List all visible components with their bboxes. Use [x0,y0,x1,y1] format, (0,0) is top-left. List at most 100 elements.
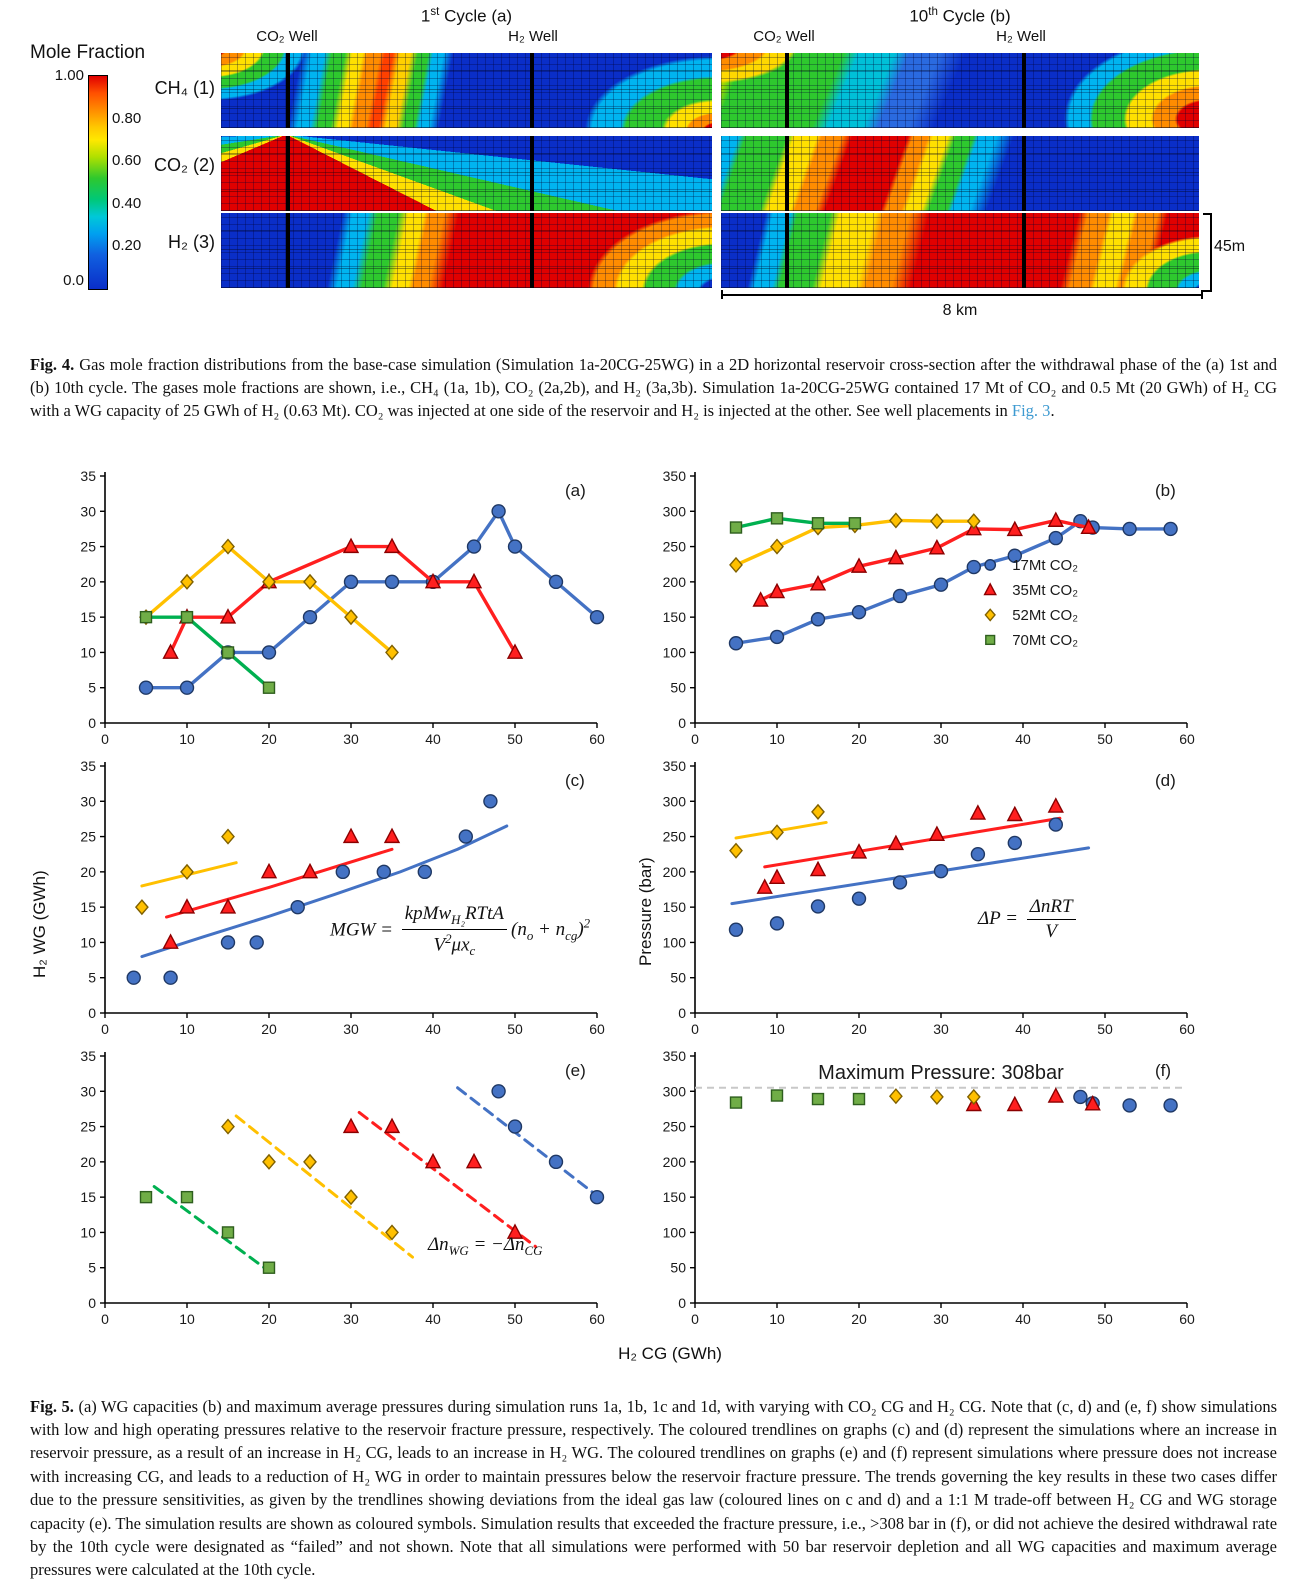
chart-f-svg: 0 10 20 30 40 50 60 0 50 100 150 200 250 300 350 Maximu… [663,1048,1195,1327]
chart-c-svg: 0 10 20 30 40 50 60 0 5 10 15 20 25 30 35 (c) [80,758,605,1037]
series-blue [728,817,1063,937]
svg-text:0: 0 [691,731,699,747]
svg-text:10: 10 [179,1311,195,1327]
svg-text:30: 30 [933,1021,949,1037]
fig4-caption: Fig. 4. Gas mole fraction distributions … [30,353,1277,423]
series-blue [491,1084,605,1205]
series-green [139,1190,276,1274]
svg-text:200: 200 [663,574,687,590]
svg-text:35: 35 [80,758,96,774]
svg-text:350: 350 [663,1048,687,1064]
formula-deltan: ΔnWG = −ΔnCG [428,1234,543,1258]
svg-text:350: 350 [663,468,687,484]
legend: 17Mt CO₂ 35Mt CO₂ 52Mt CO₂ 70Mt CO₂ [983,557,1078,649]
svg-text:0: 0 [88,1005,96,1021]
co2-well-line [286,53,291,128]
co2-well-line [784,136,789,211]
heatmap-co2-cycle1 [221,136,712,211]
svg-text:50: 50 [670,1260,686,1276]
chart-a-svg: 0 10 20 30 40 50 60 0 5 10 15 20 25 30 35 (a) [80,468,605,747]
h2-well-line [1022,136,1027,211]
svg-text:0: 0 [101,1311,109,1327]
chart-c: 0 10 20 30 40 50 60 0 5 10 15 20 25 30 35 (c) [55,752,615,1047]
svg-text:250: 250 [663,539,687,555]
svg-text:10: 10 [179,1021,195,1037]
svg-text:35: 35 [80,1048,96,1064]
svg-text:40: 40 [1015,1311,1031,1327]
heatmap-ch4-cycle10 [721,53,1199,128]
svg-text:50: 50 [507,1021,523,1037]
colorbar-title: Mole Fraction [30,42,146,63]
row-label-h2: H₂ (3) [168,232,215,252]
svg-text:40: 40 [1015,731,1031,747]
svg-text:10: 10 [80,644,96,660]
svg-text:350: 350 [663,758,687,774]
h2-well-line [530,136,535,211]
h2-well-line [530,53,535,128]
series-blue [728,513,1178,651]
svg-text:10: 10 [769,731,785,747]
svg-text:300: 300 [663,1083,687,1099]
fig5-caption-label: Fig. 5. [30,1396,74,1416]
svg-text:5: 5 [88,680,96,696]
svg-text:100: 100 [663,934,687,950]
chart-f: 0 10 20 30 40 50 60 0 50 100 150 200 250 300 350 Maximu… [645,1042,1205,1337]
co2-well-line [784,53,789,128]
series-red [342,1117,524,1239]
series-yellow [139,538,399,661]
heatmap-h2-cycle1 [221,213,712,288]
svg-text:60: 60 [1179,731,1195,747]
chart-panel-label: (d) [1155,771,1176,790]
svg-text:15: 15 [80,609,96,625]
colorbar-label-020: 0.20 [112,237,142,254]
svg-text:0: 0 [88,1295,96,1311]
heatmap-ch4-cycle1 [221,53,712,128]
svg-text:20: 20 [851,731,867,747]
svg-text:0: 0 [88,715,96,731]
fig4-caption-body: Gas mole fraction distributions from the… [30,354,1277,421]
chart-panel-label: (a) [565,481,586,500]
h2-well-label-right: H₂ Well [996,28,1046,45]
legend-entry: 35Mt CO₂ [1012,582,1078,599]
svg-text:150: 150 [663,899,687,915]
svg-text:60: 60 [1179,1021,1195,1037]
formula-deltap-lhs: ΔP = [978,907,1023,929]
svg-text:60: 60 [589,1311,605,1327]
fig3-link[interactable]: Fig. 3 [1011,401,1051,421]
y-axis-label-right: Pressure (bar) [636,857,655,966]
svg-text:50: 50 [1097,731,1113,747]
svg-text:20: 20 [261,1021,277,1037]
svg-text:100: 100 [663,1224,687,1240]
y-axis-label-left: H₂ WG (GWh) [30,870,49,978]
svg-text:0: 0 [678,715,686,731]
svg-text:15: 15 [80,899,96,915]
svg-text:10: 10 [769,1311,785,1327]
svg-text:0: 0 [691,1311,699,1327]
svg-text:250: 250 [663,1119,687,1135]
chart-a: 0 10 20 30 40 50 60 0 5 10 15 20 25 30 35 (a) [55,462,615,757]
series-yellow [729,803,825,859]
series-green [729,1089,866,1109]
chart-panel-label: (c) [565,771,585,790]
svg-text:30: 30 [933,1311,949,1327]
svg-text:150: 150 [663,1189,687,1205]
svg-text:25: 25 [80,539,96,555]
fig4-caption-label: Fig. 4. [30,354,75,374]
series-blue [138,504,605,695]
svg-text:40: 40 [1015,1021,1031,1037]
depth-bracket [1203,213,1212,292]
svg-text:20: 20 [80,864,96,880]
length-scalebar [721,290,1203,299]
svg-text:30: 30 [80,793,96,809]
svg-text:5: 5 [88,1260,96,1276]
colorbar-label-min: 0.0 [63,272,84,289]
svg-text:250: 250 [663,829,687,845]
row-label-co2: CO₂ (2) [154,155,215,175]
co2-well-label-right: CO₂ Well [753,28,815,45]
heatmap-co2-cycle10 [721,136,1199,211]
colorbar-label-040: 0.40 [112,195,142,212]
svg-text:0: 0 [678,1005,686,1021]
svg-text:200: 200 [663,864,687,880]
cycle-10-title: 10th Cycle (b) [909,6,1011,26]
colorbar-label-060: 0.60 [112,152,142,169]
